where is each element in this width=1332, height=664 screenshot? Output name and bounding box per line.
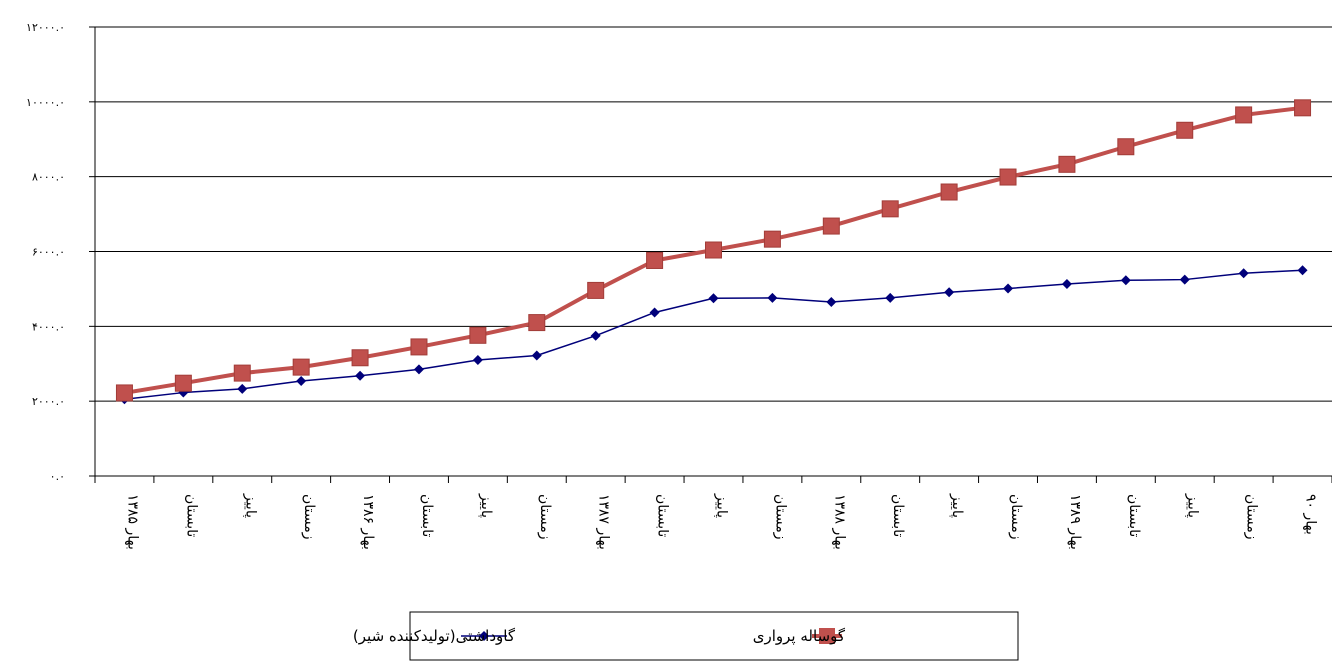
y-tick-label: ۴۰۰۰.۰ xyxy=(32,320,65,333)
x-tick-label: زمستان xyxy=(537,494,553,540)
data-point-square xyxy=(292,358,310,376)
gridlines xyxy=(95,26,1332,402)
y-tick-label: ۶۰۰۰.۰ xyxy=(32,246,65,259)
data-point-diamond xyxy=(944,287,955,298)
data-point-diamond xyxy=(649,307,660,318)
x-tick-label: زمستان xyxy=(1244,494,1260,540)
data-point-diamond xyxy=(472,355,483,366)
legend: گوساله پرواری گاوداشتی(تولیدکننده شیر) xyxy=(353,611,1019,661)
axes xyxy=(89,26,1332,483)
data-point-square xyxy=(999,168,1017,186)
x-tick-label: بهار ۱۳۸۶ xyxy=(360,494,376,550)
x-tick-label: بهار ۱۳۸۷ xyxy=(596,494,612,550)
x-tick-label: تابستان xyxy=(183,494,199,537)
x-tick-label: بهار ۱۳۸۹ xyxy=(1067,494,1083,550)
data-point-square xyxy=(528,314,546,332)
x-tick-label: زمستان xyxy=(301,494,317,540)
series-group xyxy=(115,99,1312,405)
data-point-diamond xyxy=(1297,265,1308,276)
x-tick-label: پاییز xyxy=(949,493,965,518)
data-point-square xyxy=(705,241,722,259)
data-point-diamond xyxy=(708,293,719,304)
y-tick-label: ۱۰۰۰۰.۰ xyxy=(26,96,65,109)
data-point-diamond xyxy=(590,330,601,341)
data-point-square xyxy=(1294,99,1312,117)
data-point-square xyxy=(1117,138,1135,156)
data-point-diamond xyxy=(1003,283,1014,294)
data-point-square xyxy=(881,200,899,218)
data-point-square xyxy=(822,217,840,235)
x-tick-label: پاییز xyxy=(714,493,730,518)
data-point-diamond xyxy=(1120,275,1131,286)
x-axis-ticks: بهار ۱۳۸۵ تابستان پاییز زمستان بهار ۱۳۸۶ تابس… xyxy=(124,493,1318,550)
data-point-square xyxy=(233,364,251,382)
x-tick-label: تابستان xyxy=(655,494,671,537)
data-point-square xyxy=(1176,121,1194,139)
data-point-square xyxy=(469,326,487,344)
data-point-diamond xyxy=(767,292,778,303)
legend-label: گاوداشتی(تولیدکننده شیر) xyxy=(353,627,516,645)
data-point-square xyxy=(351,349,369,367)
x-tick-label: پاییز xyxy=(1185,493,1201,518)
data-point-square xyxy=(1235,106,1253,124)
x-tick-label: بهار ۱۳۸۵ xyxy=(124,494,140,550)
y-tick-label: ۲۰۰۰.۰ xyxy=(32,395,65,408)
data-point-square xyxy=(763,230,781,248)
x-tick-label: پاییز xyxy=(242,493,258,518)
data-point-diamond xyxy=(413,364,424,375)
x-tick-label: بهار ۹۰ xyxy=(1303,494,1319,535)
x-tick-label: بهار ۱۳۸۸ xyxy=(831,494,847,550)
data-point-diamond xyxy=(296,375,307,386)
data-point-square xyxy=(587,281,605,299)
y-tick-label: ۱۲۰۰۰.۰ xyxy=(26,21,65,34)
data-point-square xyxy=(940,183,958,201)
legend-box xyxy=(409,611,1019,661)
x-tick-label: تابستان xyxy=(1126,494,1142,537)
data-point-diamond xyxy=(1238,268,1249,279)
legend-swatch-marker xyxy=(819,628,835,644)
data-point-square xyxy=(646,251,664,269)
data-point-diamond xyxy=(355,370,366,381)
x-tick-label: تابستان xyxy=(890,494,906,537)
data-point-square xyxy=(174,374,192,392)
data-point-square xyxy=(410,338,428,356)
y-tick-label: ۰.۰ xyxy=(50,470,65,483)
x-tick-label: پاییز xyxy=(478,493,494,518)
data-point-diamond xyxy=(531,350,542,361)
data-point-diamond xyxy=(1061,279,1072,290)
legend-swatch-marker xyxy=(479,631,489,641)
data-point-diamond xyxy=(237,383,248,394)
x-tick-label: زمستان xyxy=(772,494,788,540)
y-axis-ticks: ۰.۰ ۲۰۰۰.۰ ۴۰۰۰.۰ ۶۰۰۰.۰ ۸۰۰۰.۰ ۱۰۰۰۰.۰ ۱۲۰۰۰.… xyxy=(26,21,65,483)
x-tick-label: زمستان xyxy=(1008,494,1024,540)
legend-label: گوساله پرواری xyxy=(753,627,846,646)
data-point-diamond xyxy=(826,297,837,308)
x-tick-label: تابستان xyxy=(419,494,435,537)
y-tick-label: ۸۰۰۰.۰ xyxy=(32,171,65,184)
data-point-square xyxy=(1058,155,1076,173)
data-point-diamond xyxy=(885,292,896,303)
data-point-square xyxy=(115,384,133,402)
data-point-diamond xyxy=(1179,274,1190,285)
